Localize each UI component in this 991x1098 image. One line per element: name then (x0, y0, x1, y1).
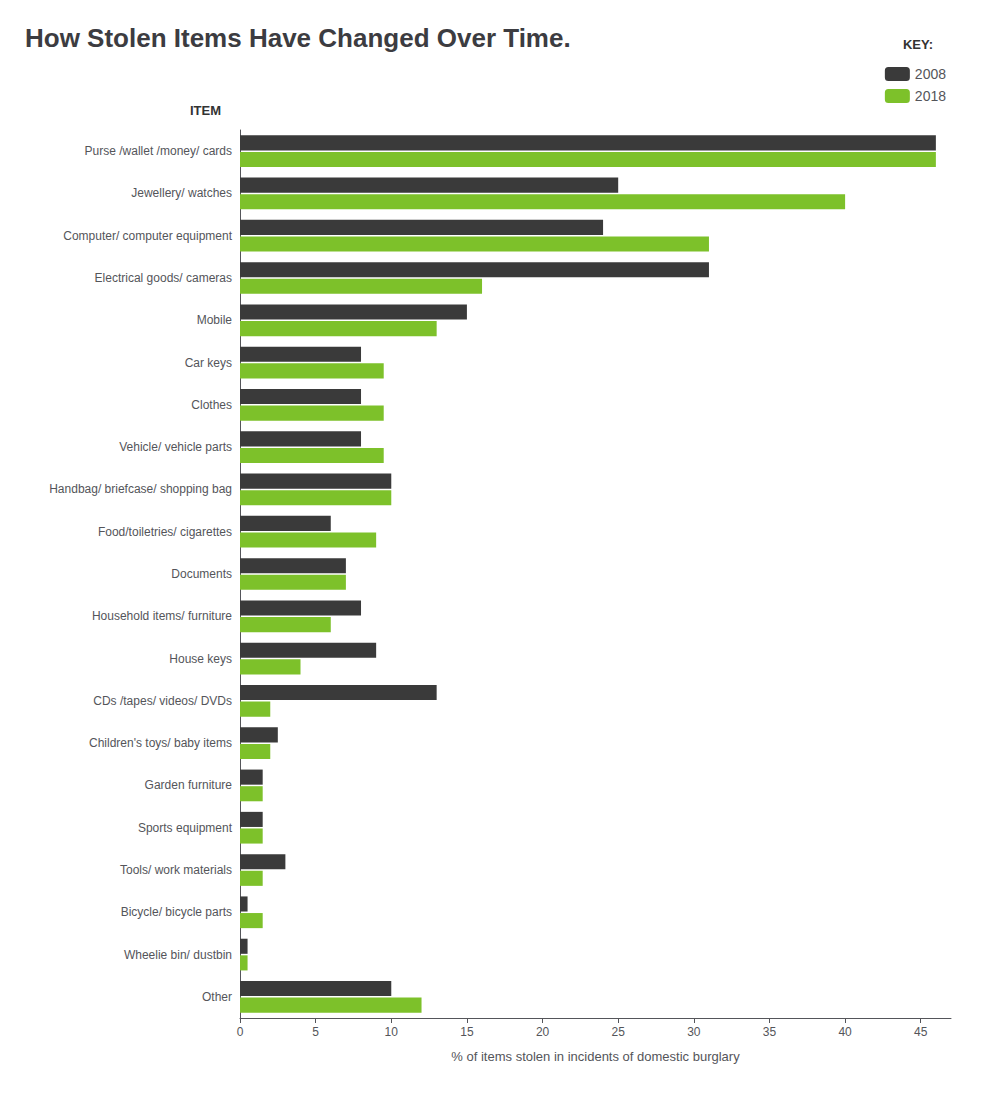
svg-text:Electrical goods/ cameras: Electrical goods/ cameras (95, 271, 232, 285)
svg-text:ITEM: ITEM (190, 103, 221, 118)
svg-text:2008: 2008 (915, 66, 946, 82)
svg-text:45: 45 (914, 1025, 928, 1039)
svg-text:Wheelie bin/ dustbin: Wheelie bin/ dustbin (124, 948, 232, 962)
svg-text:Sports equipment: Sports equipment (138, 821, 233, 835)
svg-text:Clothes: Clothes (191, 398, 232, 412)
svg-text:Other: Other (202, 990, 232, 1004)
svg-text:35: 35 (763, 1025, 777, 1039)
svg-text:40: 40 (838, 1025, 852, 1039)
svg-text:2018: 2018 (915, 88, 946, 104)
svg-text:Computer/ computer equipment: Computer/ computer equipment (63, 229, 232, 243)
svg-text:20: 20 (536, 1025, 550, 1039)
svg-text:Vehicle/ vehicle parts: Vehicle/ vehicle parts (119, 440, 232, 454)
svg-text:Jewellery/ watches: Jewellery/ watches (131, 186, 232, 200)
svg-text:30: 30 (687, 1025, 701, 1039)
svg-text:Documents: Documents (171, 567, 232, 581)
svg-text:How Stolen Items Have Changed: How Stolen Items Have Changed Over Time. (25, 23, 571, 53)
svg-text:25: 25 (612, 1025, 626, 1039)
svg-text:Bicycle/ bicycle parts: Bicycle/ bicycle parts (121, 905, 232, 919)
svg-text:Garden furniture: Garden furniture (145, 778, 233, 792)
svg-text:5: 5 (312, 1025, 319, 1039)
svg-text:% of items stolen in incidents: % of items stolen in incidents of domest… (451, 1049, 740, 1064)
svg-text:Mobile: Mobile (197, 313, 233, 327)
svg-text:Handbag/ briefcase/ shopping b: Handbag/ briefcase/ shopping bag (49, 482, 232, 496)
svg-text:Car keys: Car keys (185, 356, 232, 370)
svg-text:House keys: House keys (169, 652, 232, 666)
svg-text:Purse /wallet /money/ cards: Purse /wallet /money/ cards (85, 144, 232, 158)
svg-text:KEY:: KEY: (903, 37, 933, 52)
svg-text:0: 0 (237, 1025, 244, 1039)
svg-text:Children's toys/ baby items: Children's toys/ baby items (89, 736, 232, 750)
svg-text:Tools/ work materials: Tools/ work materials (120, 863, 232, 877)
svg-text:Food/toiletries/ cigarettes: Food/toiletries/ cigarettes (98, 525, 232, 539)
svg-text:Household items/ furniture: Household items/ furniture (92, 609, 232, 623)
svg-text:10: 10 (385, 1025, 399, 1039)
svg-text:15: 15 (460, 1025, 474, 1039)
svg-text:CDs /tapes/ videos/ DVDs: CDs /tapes/ videos/ DVDs (93, 694, 232, 708)
